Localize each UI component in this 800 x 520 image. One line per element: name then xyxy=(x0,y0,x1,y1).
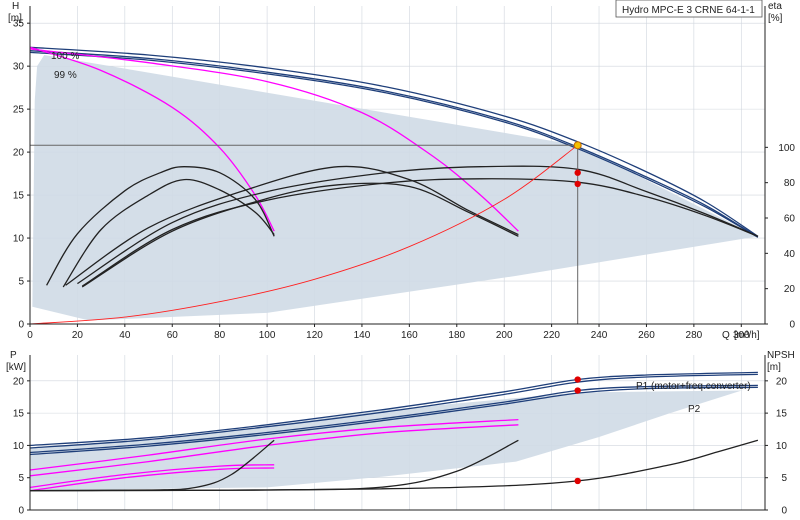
chart-title: Hydro MPC-E 3 CRNE 64-1-1 xyxy=(622,5,755,16)
curve-11 xyxy=(29,144,578,325)
curve-10 xyxy=(81,178,759,287)
x-tick-label: 60 xyxy=(167,330,179,341)
power-duty-mark xyxy=(574,387,581,394)
x-tick-label: 240 xyxy=(591,330,608,341)
curve-0 xyxy=(29,46,759,237)
power-curve-4 xyxy=(29,418,519,471)
y2-label: eta xyxy=(768,1,782,12)
x-tick-label: 180 xyxy=(448,330,465,341)
y2-tick-label: 100 xyxy=(778,143,795,154)
x-tick-label: 260 xyxy=(638,330,655,341)
x-tick-label: 140 xyxy=(354,330,371,341)
head-chart: 0 20 40 60 80 100 120 140 160 180 200 220 240 260 280 3… xyxy=(8,0,795,341)
npsh-tick-label: 15 xyxy=(776,409,788,420)
curve-5 xyxy=(46,166,275,286)
x-tick-label: 20 xyxy=(72,330,84,341)
y2-tick-label: 40 xyxy=(784,249,796,260)
power-y-tick-label: 5 xyxy=(18,473,24,484)
power-y-unit: [kW] xyxy=(6,362,26,373)
x-tick-label: 0 xyxy=(27,330,33,341)
power-y-label: P xyxy=(10,350,17,361)
y-tick-label: 35 xyxy=(13,19,25,30)
npsh-unit: [m] xyxy=(767,362,781,373)
y-tick-label: 10 xyxy=(13,234,25,245)
power-y-tick-label: 15 xyxy=(13,409,25,420)
curve-9 xyxy=(77,165,759,285)
title-box xyxy=(615,0,763,18)
curve-2 xyxy=(29,51,759,238)
operating-range-area xyxy=(32,54,758,321)
npsh-tick-label: 0 xyxy=(781,506,787,517)
x-tick-label: 100 xyxy=(259,330,276,341)
power-curve-7 xyxy=(29,467,275,492)
x-tick-label: 120 xyxy=(306,330,323,341)
power-chart: 0 5 10 15 20 0 5 10 15 20 P [kW] NPSH [m] P1 (mot… xyxy=(6,350,795,517)
y-tick-label: 5 xyxy=(18,277,24,288)
x-tick-label: 200 xyxy=(496,330,513,341)
power-curve-6 xyxy=(29,464,275,489)
power-duty-mark xyxy=(574,376,581,383)
x-tick-label: 80 xyxy=(214,330,226,341)
x-tick-label: 40 xyxy=(119,330,131,341)
duty-mark xyxy=(574,169,581,176)
power-curve-1 xyxy=(29,373,758,449)
power-duty-mark xyxy=(574,477,581,485)
power-curve-2 xyxy=(29,384,758,454)
power-y-tick-label: 10 xyxy=(13,441,25,452)
y-unit: [m] xyxy=(8,13,22,24)
p2-label: P2 xyxy=(688,404,701,415)
x-tick-label: 280 xyxy=(686,330,703,341)
npsh-tick-label: 5 xyxy=(781,473,787,484)
power-range-area xyxy=(30,385,758,491)
y2-unit: [%] xyxy=(768,13,783,24)
npsh-label: NPSH xyxy=(767,350,795,361)
x-unit: [m³/h] xyxy=(734,330,760,341)
power-y-tick-label: 0 xyxy=(18,506,24,517)
x-tick-label: 160 xyxy=(401,330,418,341)
y-label: H xyxy=(12,1,19,12)
speed-99-label: 99 % xyxy=(54,70,77,81)
y2-tick-label: 60 xyxy=(784,214,796,225)
duty-point xyxy=(573,141,582,150)
y-tick-label: 20 xyxy=(13,148,25,159)
y-tick-label: 30 xyxy=(13,62,25,73)
x-tick-label: 300 xyxy=(733,330,750,341)
x-tick-label: 220 xyxy=(543,330,560,341)
power-curve-10 xyxy=(29,439,759,492)
y-tick-label: 25 xyxy=(13,105,25,116)
curve-3 xyxy=(29,46,275,232)
npsh-tick-label: 20 xyxy=(776,376,788,387)
y-tick-label: 15 xyxy=(13,191,25,202)
power-curve-5 xyxy=(29,424,519,477)
curve-4 xyxy=(29,48,519,232)
y2-tick-label: 0 xyxy=(789,320,795,331)
curve-6 xyxy=(62,178,275,288)
curve-7 xyxy=(65,165,519,286)
curve-1 xyxy=(29,50,759,238)
power-y-tick-label: 20 xyxy=(13,376,25,387)
power-curve-0 xyxy=(29,371,758,447)
y2-tick-label: 20 xyxy=(784,284,796,295)
p1-label: P1 (motor+freq.converter) xyxy=(636,381,751,392)
duty-mark xyxy=(574,180,581,188)
curve-8 xyxy=(81,182,519,288)
power-curve-3 xyxy=(29,386,758,456)
y-tick-label: 0 xyxy=(18,320,24,331)
npsh-tick-label: 10 xyxy=(776,441,788,452)
x-label: Q xyxy=(722,330,730,341)
y2-tick-label: 80 xyxy=(784,178,796,189)
speed-100-label: 100 % xyxy=(51,51,79,62)
